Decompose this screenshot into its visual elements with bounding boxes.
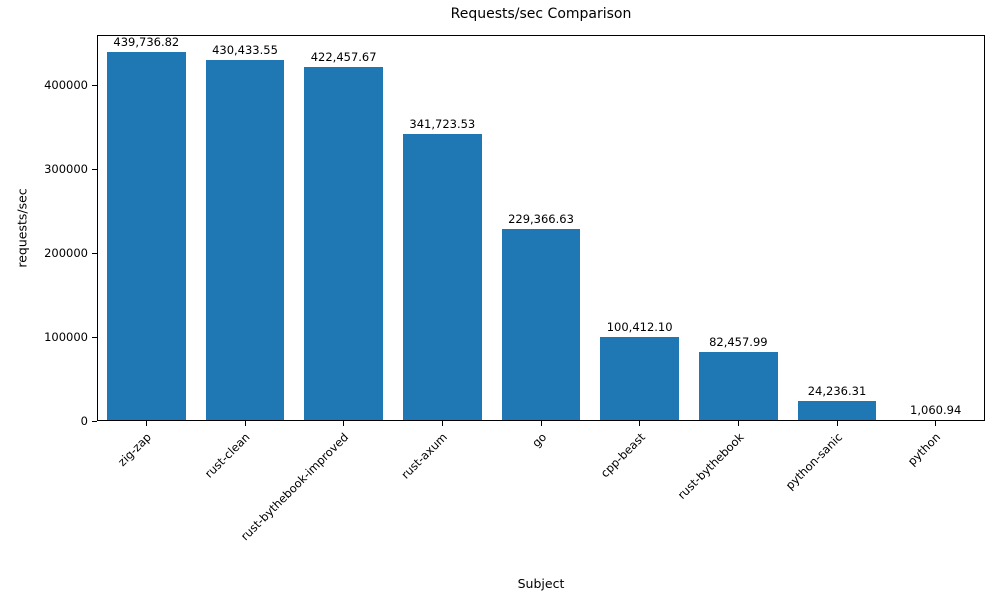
x-tick-label: rust-bythebook — [674, 430, 747, 502]
y-tick-label: 300000 — [44, 162, 88, 177]
bar-value-label: 229,366.63 — [508, 211, 574, 226]
y-tick-label: 200000 — [44, 246, 88, 261]
y-tick-label: 0 — [80, 414, 88, 428]
x-tick-mark — [343, 421, 345, 426]
x-tick-mark — [244, 421, 246, 426]
bar-value-label: 82,457.99 — [709, 334, 768, 349]
x-tick-label: rust-axum — [398, 430, 451, 482]
x-tick-mark — [540, 421, 542, 426]
bar-python-sanic — [797, 400, 877, 420]
bar-value-label: 439,736.82 — [113, 35, 180, 49]
x-tick-label: zig-zap — [115, 430, 155, 469]
x-axis-label: Subject — [517, 576, 565, 591]
x-tick-mark — [145, 421, 147, 426]
x-tick-mark — [737, 421, 739, 426]
bar-go — [501, 228, 581, 420]
x-tick-label: rust-clean — [202, 430, 253, 481]
bar-cpp-beast — [600, 336, 680, 420]
x-tick-mark — [441, 421, 443, 426]
x-tick-mark — [935, 421, 937, 426]
y-tick-mark — [92, 336, 97, 338]
x-tick-label: cpp-beast — [597, 430, 648, 481]
bar-value-label: 24,236.31 — [807, 383, 867, 398]
x-tick-mark — [836, 421, 838, 426]
bar-rust-clean — [205, 59, 285, 420]
bar-rust-bythebook — [698, 351, 778, 420]
y-tick-mark — [92, 84, 97, 86]
bar-value-label: 100,412.10 — [606, 319, 673, 334]
x-tick-mark — [639, 421, 641, 426]
x-tick-label: go — [528, 430, 549, 451]
bar-value-label: 422,457.67 — [310, 49, 377, 64]
bar-zig-zap — [106, 52, 186, 420]
y-tick-mark — [92, 252, 97, 254]
y-tick-mark — [92, 420, 97, 422]
y-tick-label: 100000 — [44, 330, 88, 345]
bar-value-label: 1,060.94 — [910, 403, 962, 417]
x-tick-label: rust-bythebook-improved — [238, 430, 352, 544]
y-tick-label: 400000 — [44, 78, 88, 93]
bar-value-label: 430,433.55 — [212, 42, 278, 57]
y-tick-mark — [92, 168, 97, 170]
chart-title: Requests/sec Comparison — [450, 6, 632, 22]
bar-rust-bythebook-improved — [304, 66, 384, 420]
x-tick-label: python-sanic — [782, 430, 845, 493]
bar-value-label: 341,723.53 — [409, 117, 476, 132]
bar-rust-axum — [402, 134, 482, 420]
x-tick-label: python — [905, 430, 944, 469]
